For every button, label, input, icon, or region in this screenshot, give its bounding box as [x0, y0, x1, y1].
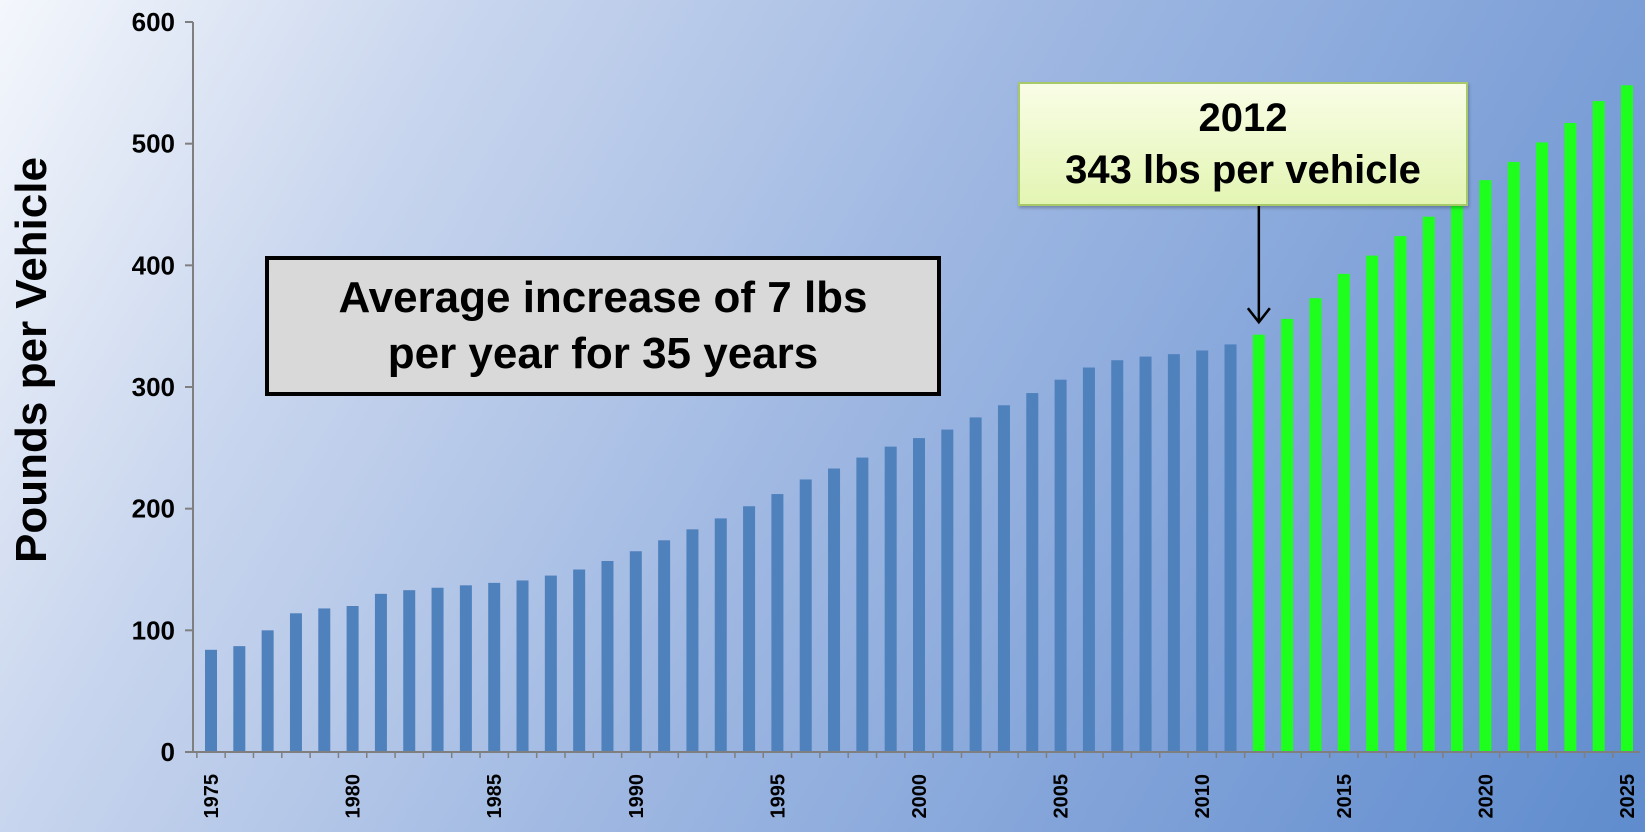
bar-2001: [941, 429, 954, 752]
bar-2005: [1054, 379, 1067, 752]
bar-2015: [1337, 273, 1350, 752]
bar-2004: [1026, 393, 1039, 752]
bar-1999: [884, 446, 897, 752]
bar-1983: [431, 587, 444, 752]
bar-2007: [1111, 360, 1124, 752]
x-tick-label: 2010: [1192, 774, 1214, 819]
bar-1979: [318, 608, 331, 752]
y-tick-label: 400: [132, 250, 175, 280]
bar-2012: [1252, 334, 1265, 752]
bar-1985: [488, 582, 501, 752]
bar-2023: [1564, 122, 1577, 752]
bar-1976: [233, 646, 246, 752]
bar-1977: [261, 630, 274, 752]
y-axis-label: Pounds per Vehicle: [7, 157, 56, 563]
bar-2006: [1082, 367, 1095, 752]
x-tick-label: 1980: [343, 774, 365, 819]
bar-1980: [346, 606, 359, 752]
x-tick-label: 2015: [1334, 774, 1356, 819]
annotation-line: Average increase of 7 lbs: [338, 273, 868, 322]
bar-1992: [686, 529, 699, 752]
y-tick-label: 300: [132, 372, 175, 402]
bar-2011: [1224, 344, 1237, 752]
bar-2020: [1479, 180, 1492, 752]
bar-1988: [573, 569, 586, 752]
bar-1978: [289, 613, 302, 752]
bar-1989: [601, 560, 614, 752]
bar-1991: [658, 540, 671, 752]
bar-2014: [1309, 298, 1322, 752]
x-tick-label: 2020: [1475, 774, 1497, 819]
y-tick-label: 200: [132, 494, 175, 524]
bar-2013: [1281, 318, 1294, 752]
bar-2018: [1422, 216, 1435, 752]
bar-2003: [997, 405, 1010, 752]
x-tick-label: 2005: [1051, 774, 1073, 819]
bar-2002: [969, 417, 982, 752]
annotation-average-increase: Average increase of 7 lbs per year for 3…: [265, 256, 941, 396]
bar-2021: [1507, 161, 1520, 752]
bar-2008: [1139, 356, 1152, 752]
y-tick-label: 0: [161, 737, 175, 767]
bar-2009: [1167, 354, 1180, 752]
bar-2016: [1366, 255, 1379, 752]
bar-1997: [828, 468, 841, 752]
bar-2010: [1196, 350, 1209, 752]
bar-1982: [403, 590, 416, 752]
bar-1998: [856, 457, 869, 752]
bar-2024: [1592, 101, 1605, 753]
y-tick-label: 600: [132, 7, 175, 37]
annotation-line: 343 lbs per vehicle: [1065, 148, 1421, 192]
bar-1993: [714, 518, 727, 752]
bar-2017: [1394, 236, 1407, 753]
bar-1994: [743, 506, 756, 752]
arrow-head: [1246, 307, 1271, 325]
y-tick-label: 500: [132, 129, 175, 159]
bar-2000: [913, 438, 925, 752]
annotation-arrow: [1246, 206, 1271, 325]
x-tick-label: 2000: [909, 774, 931, 819]
bar-1996: [799, 479, 812, 752]
annotation-line: 2012: [1198, 96, 1288, 140]
annotation-2012: 2012 343 lbs per vehicle: [1018, 82, 1468, 206]
annotation-line: per year for 35 years: [387, 329, 819, 378]
bar-2025: [1621, 85, 1633, 753]
x-tick-label: 1990: [626, 774, 648, 819]
y-tick-label: 100: [132, 615, 175, 645]
x-tick-label: 1995: [767, 774, 789, 819]
bar-1984: [459, 585, 472, 752]
x-tick-label: 2025: [1617, 774, 1639, 819]
bar-2019: [1451, 198, 1464, 752]
bar-1995: [771, 494, 784, 752]
bar-1990: [629, 551, 642, 752]
x-tick-label: 1985: [484, 774, 506, 819]
x-tick-label: 1975: [201, 774, 223, 819]
bar-1986: [516, 580, 529, 752]
bar-2022: [1536, 142, 1549, 752]
bar-1975: [205, 649, 217, 752]
bar-1981: [374, 593, 387, 752]
bar-1987: [544, 575, 557, 752]
